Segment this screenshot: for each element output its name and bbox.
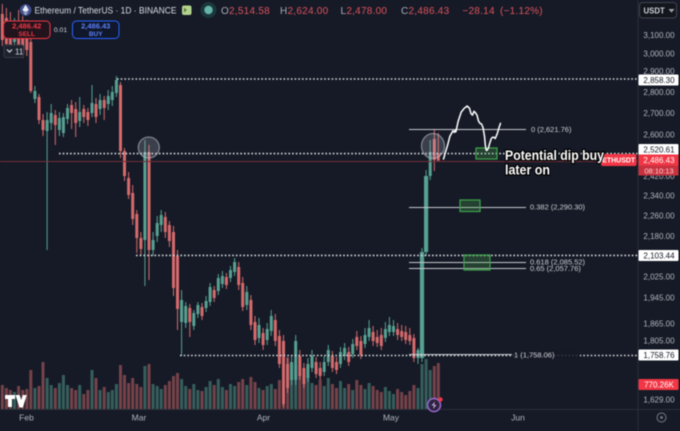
svg-text:Apr: Apr bbox=[257, 413, 270, 423]
svg-text:3,000.00: 3,000.00 bbox=[643, 49, 675, 58]
svg-text:Potential dip buy: Potential dip buy bbox=[505, 148, 604, 163]
svg-text:2,700.00: 2,700.00 bbox=[643, 109, 675, 118]
svg-text:(−1.12%): (−1.12%) bbox=[500, 6, 543, 17]
svg-text:1,945.00: 1,945.00 bbox=[643, 293, 675, 302]
svg-text:2,486.43: 2,486.43 bbox=[81, 22, 110, 31]
svg-text:C2,486.43: C2,486.43 bbox=[401, 6, 450, 17]
svg-text:0.382 (2,290.30): 0.382 (2,290.30) bbox=[530, 203, 586, 212]
svg-text:SELL: SELL bbox=[18, 31, 35, 38]
svg-text:2,103.44: 2,103.44 bbox=[643, 251, 675, 260]
svg-text:3,100.00: 3,100.00 bbox=[643, 31, 675, 40]
svg-text:Ethereum / TetherUS · 1D · BIN: Ethereum / TetherUS · 1D · BINANCE bbox=[35, 6, 177, 16]
svg-text:2,180.00: 2,180.00 bbox=[643, 232, 675, 241]
svg-text:2,486.42: 2,486.42 bbox=[12, 22, 41, 31]
svg-text:2,260.00: 2,260.00 bbox=[643, 211, 675, 220]
svg-text:0.65 (2,057.76): 0.65 (2,057.76) bbox=[530, 264, 581, 273]
svg-text:11: 11 bbox=[15, 48, 24, 57]
svg-text:2,900.00: 2,900.00 bbox=[643, 67, 675, 76]
svg-text:BUY: BUY bbox=[89, 31, 103, 38]
svg-text:L2,478.00: L2,478.00 bbox=[341, 6, 388, 17]
svg-text:1,805.00: 1,805.00 bbox=[643, 336, 675, 345]
svg-text:2,858.30: 2,858.30 bbox=[643, 76, 675, 85]
svg-text:May: May bbox=[383, 413, 400, 423]
svg-text:1 (1,758.06): 1 (1,758.06) bbox=[514, 350, 555, 359]
svg-text:770.26K: 770.26K bbox=[644, 381, 674, 390]
svg-text:later on: later on bbox=[505, 163, 550, 178]
svg-text:0.01: 0.01 bbox=[54, 27, 67, 34]
svg-text:0 (2,621.76): 0 (2,621.76) bbox=[531, 125, 572, 134]
svg-text:2,420.00: 2,420.00 bbox=[643, 172, 675, 181]
svg-text:2,800.00: 2,800.00 bbox=[643, 88, 675, 97]
svg-text:Mar: Mar bbox=[132, 413, 147, 423]
svg-text:2,340.00: 2,340.00 bbox=[643, 191, 675, 200]
svg-text:2,600.00: 2,600.00 bbox=[643, 130, 675, 139]
svg-text:O2,514.58: O2,514.58 bbox=[221, 6, 270, 17]
svg-text:08:10:13: 08:10:13 bbox=[644, 167, 673, 176]
svg-text:1,758.76: 1,758.76 bbox=[643, 351, 675, 360]
svg-text:USDT: USDT bbox=[644, 7, 665, 16]
svg-text:0.618 (2,085.52): 0.618 (2,085.52) bbox=[530, 258, 586, 267]
svg-text:2,520.61: 2,520.61 bbox=[643, 145, 675, 154]
svg-text:1,865.00: 1,865.00 bbox=[643, 319, 675, 328]
svg-text:Feb: Feb bbox=[19, 413, 34, 423]
svg-text:Jun: Jun bbox=[511, 413, 525, 423]
svg-text:1,629.00: 1,629.00 bbox=[643, 395, 675, 404]
svg-text:2,486.43: 2,486.43 bbox=[643, 156, 675, 165]
svg-text:2,025.00: 2,025.00 bbox=[643, 272, 675, 281]
svg-text:−28.14: −28.14 bbox=[462, 6, 495, 17]
svg-text:H2,624.00: H2,624.00 bbox=[280, 6, 329, 17]
svg-text:ETHUSDT: ETHUSDT bbox=[602, 158, 636, 165]
